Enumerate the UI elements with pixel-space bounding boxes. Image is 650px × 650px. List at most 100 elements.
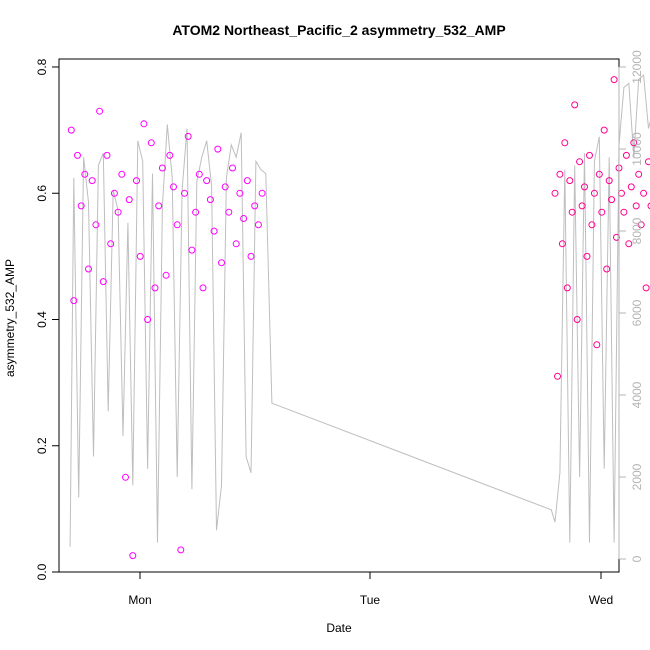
data-point <box>188 246 196 254</box>
series-layer <box>67 74 650 560</box>
data-point <box>240 215 248 222</box>
data-point <box>195 170 203 178</box>
data-point <box>144 316 152 323</box>
y-axis-label: asymmetry_532_AMP <box>3 259 17 377</box>
data-point <box>140 120 148 128</box>
data-point <box>558 240 566 248</box>
data-point <box>203 177 211 185</box>
data-point <box>129 552 137 560</box>
data-point <box>229 164 236 172</box>
y2-tick-label: 6000 <box>630 299 644 326</box>
data-point <box>247 252 255 260</box>
data-point <box>630 139 638 147</box>
data-point <box>181 189 188 197</box>
data-point <box>103 151 111 159</box>
data-point <box>206 196 214 204</box>
data-point <box>236 189 244 197</box>
data-point <box>583 252 591 260</box>
data-point <box>635 170 643 178</box>
data-point <box>251 202 259 210</box>
data-point <box>114 208 122 216</box>
data-point <box>218 259 225 267</box>
data-point <box>214 145 222 153</box>
data-point <box>258 189 266 197</box>
data-point <box>155 202 163 210</box>
data-point <box>70 297 78 305</box>
data-point <box>610 76 618 84</box>
data-point <box>96 107 104 115</box>
y-tick-label: 0.4 <box>35 311 49 328</box>
data-point <box>225 208 233 216</box>
data-point <box>627 183 635 191</box>
data-point <box>199 284 207 292</box>
y2-tick-label: 12000 <box>630 50 644 84</box>
y2-tick-label: 2000 <box>630 463 644 490</box>
data-point <box>571 101 579 109</box>
data-point <box>608 196 616 204</box>
data-point <box>147 139 155 147</box>
data-point <box>67 126 75 134</box>
data-point <box>177 546 185 554</box>
data-point <box>74 151 81 159</box>
data-point <box>92 221 100 229</box>
data-point <box>118 170 126 178</box>
data-point <box>600 126 608 134</box>
data-point <box>598 208 606 216</box>
data-point <box>578 202 586 210</box>
y2-tick-label: 8000 <box>630 217 644 244</box>
series-points-0 <box>67 107 266 560</box>
y-tick-label: 0.2 <box>35 437 49 454</box>
data-point <box>184 132 192 140</box>
data-point <box>554 372 561 380</box>
data-point <box>210 227 218 235</box>
data-point <box>573 316 581 323</box>
data-point <box>81 170 89 178</box>
x-tick-label: Mon <box>128 593 151 607</box>
data-point <box>551 189 559 197</box>
data-point <box>632 202 640 210</box>
y-tick-label: 0.6 <box>35 185 49 202</box>
data-point <box>110 189 118 197</box>
y2-tick-label: 10000 <box>630 132 644 166</box>
data-point <box>125 196 133 204</box>
data-point <box>151 284 159 292</box>
data-point <box>133 177 140 185</box>
chart-title: ATOM2 Northeast_Pacific_2 asymmetry_532_… <box>172 22 505 38</box>
data-point <box>566 177 574 185</box>
axis-layer: 0.0 0.2 0.4 0.6 0.8 0 2000 4000 6000 8000 10000 120… <box>35 50 644 607</box>
data-point <box>107 240 115 248</box>
data-point <box>642 284 650 292</box>
data-point <box>170 183 177 191</box>
data-point <box>620 208 628 216</box>
data-point <box>603 265 611 273</box>
x-tick-label: Wed <box>589 593 613 607</box>
data-point <box>99 278 107 286</box>
data-point <box>77 202 85 210</box>
data-point <box>556 170 564 178</box>
data-point <box>581 183 588 191</box>
data-point <box>88 177 96 185</box>
data-point <box>622 151 630 159</box>
data-point <box>122 473 129 481</box>
data-point <box>645 158 650 166</box>
x-axis-label: Date <box>326 621 352 635</box>
data-point <box>568 208 576 216</box>
data-point <box>637 221 645 229</box>
data-point <box>605 177 613 185</box>
data-point <box>192 208 200 216</box>
data-point <box>232 240 240 248</box>
y-tick-label: 0.0 <box>35 563 49 580</box>
data-point <box>254 221 262 229</box>
data-point <box>576 158 584 166</box>
data-point <box>640 189 648 197</box>
data-point <box>590 189 598 197</box>
data-point <box>647 202 650 210</box>
data-point <box>593 341 601 349</box>
data-point <box>561 139 569 147</box>
data-point <box>243 177 251 185</box>
data-point <box>221 183 229 191</box>
data-point <box>625 240 633 248</box>
x-tick-label: Tue <box>360 593 381 607</box>
